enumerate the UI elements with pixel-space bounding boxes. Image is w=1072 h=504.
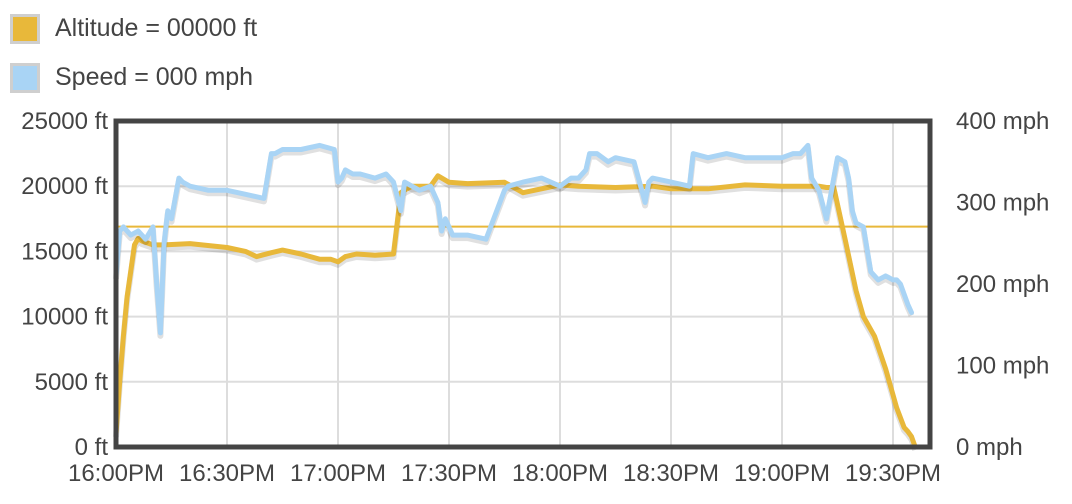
- x-tick-label: 18:00PM: [512, 460, 608, 487]
- altitude-swatch: [10, 13, 40, 44]
- right-tick-label: 400 mph: [956, 108, 1049, 135]
- x-tick-label: 19:30PM: [845, 460, 941, 487]
- speed-swatch: [10, 62, 40, 93]
- x-tick-label: 19:00PM: [734, 460, 830, 487]
- left-tick-label: 25000 ft: [21, 108, 108, 135]
- altitude-line-shadow: [113, 175, 919, 452]
- series-group: [113, 142, 919, 452]
- x-tick-label: 17:30PM: [401, 460, 497, 487]
- legend-label-speed: Speed = 000 mph: [55, 63, 254, 91]
- plot-frame: [113, 118, 933, 450]
- speed-line: [113, 142, 914, 336]
- right-tick-label: 0 mph: [956, 434, 1023, 461]
- x-tick-label: 17:00PM: [290, 460, 386, 487]
- left-tick-label: 0 ft: [75, 434, 109, 461]
- left-tick-label: 10000 ft: [21, 304, 108, 331]
- right-tick-label: 100 mph: [956, 353, 1049, 380]
- legend-item-altitude[interactable]: Altitude = 00000 ft: [10, 4, 257, 53]
- legend-label-altitude: Altitude = 00000 ft: [55, 14, 258, 42]
- altitude-line: [113, 173, 918, 450]
- left-tick-label: 20000 ft: [21, 173, 108, 200]
- legend: Altitude = 00000 ft Speed = 000 mph: [10, 4, 257, 102]
- right-tick-label: 200 mph: [956, 271, 1049, 298]
- legend-item-speed[interactable]: Speed = 000 mph: [10, 53, 257, 102]
- left-tick-label: 5000 ft: [35, 369, 109, 396]
- right-tick-label: 300 mph: [956, 190, 1049, 217]
- x-tick-label: 16:00PM: [68, 460, 164, 487]
- x-tick-label: 16:30PM: [179, 460, 275, 487]
- axis-labels: 0 ft 5000 ft 10000 ft 15000 ft 20000 ft 25000…: [21, 108, 1049, 487]
- left-tick-label: 15000 ft: [21, 238, 108, 265]
- speed-line-shadow: [113, 145, 915, 339]
- x-tick-label: 18:30PM: [623, 460, 719, 487]
